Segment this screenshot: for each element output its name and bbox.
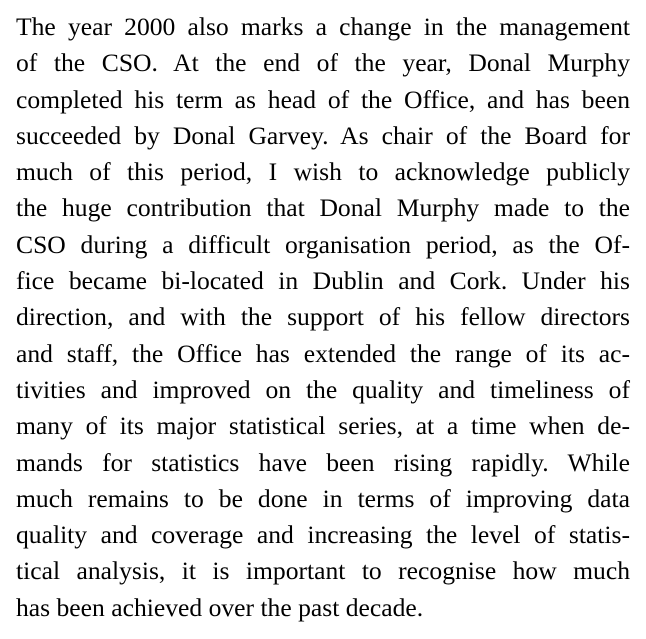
text-line: many of its major statistical series, at… xyxy=(16,411,630,441)
text-line: and staff, the Office has extended the r… xyxy=(16,338,630,368)
text-line: CSO during a difficult organisation peri… xyxy=(16,229,630,259)
text-line: mands for statistics have been rising ra… xyxy=(16,447,630,477)
text-line: The year 2000 also marks a change in the… xyxy=(16,12,630,41)
text-line: much remains to be done in terms of impr… xyxy=(16,483,630,513)
text-line: tical analysis, it is important to recog… xyxy=(16,556,630,586)
text-line: of the CSO. At the end of the year, Dona… xyxy=(16,48,630,78)
text-line: completed his term as head of the Office… xyxy=(16,84,630,114)
text-line: fice became bi-located in Dublin and Cor… xyxy=(16,266,630,296)
text-line: quality and coverage and increasing the … xyxy=(16,520,630,550)
paragraph: The year 2000 also marks a change in the… xyxy=(16,9,630,626)
text-line: much of this period, I wish to acknowled… xyxy=(16,157,630,187)
text-line: succeeded by Donal Garvey. As chair of t… xyxy=(16,120,630,150)
text-line: direction, and with the support of his f… xyxy=(16,302,630,332)
text-line: tivities and improved on the quality and… xyxy=(16,374,630,404)
text-line: has been achieved over the past decade. xyxy=(16,592,424,622)
text-line: the huge contribution that Donal Murphy … xyxy=(16,193,630,223)
